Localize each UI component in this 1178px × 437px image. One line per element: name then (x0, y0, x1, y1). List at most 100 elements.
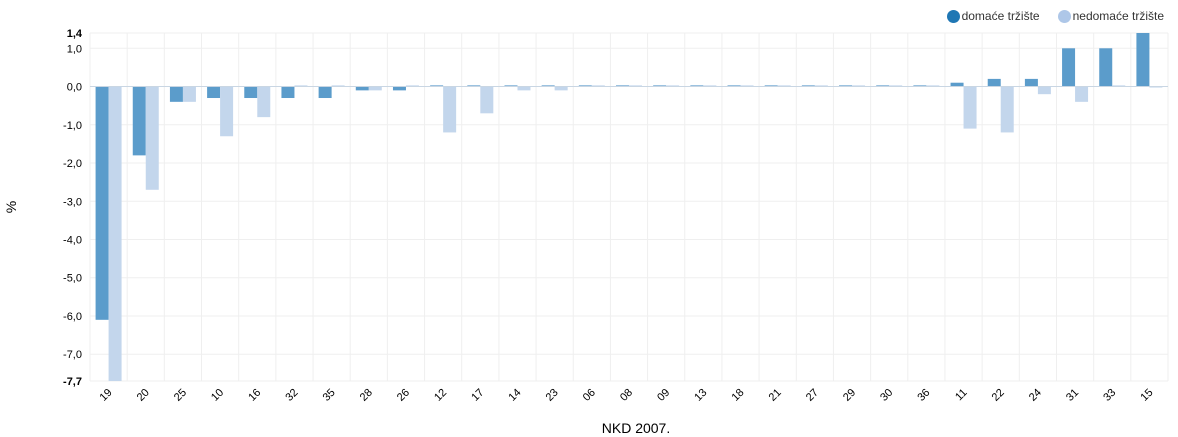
bar-domestic[interactable] (839, 85, 853, 87)
x-tick-label: 26 (395, 387, 412, 404)
bar-foreign[interactable] (666, 85, 680, 87)
bar-foreign[interactable] (182, 86, 196, 102)
x-tick-label: 23 (544, 387, 561, 404)
bar-foreign[interactable] (480, 86, 494, 114)
y-tick-label: -4,0 (63, 235, 82, 247)
bar-domestic[interactable] (727, 85, 741, 87)
bar-domestic[interactable] (392, 86, 406, 91)
bar-domestic[interactable] (132, 86, 146, 156)
bar-foreign[interactable] (220, 86, 234, 137)
bar-domestic[interactable] (913, 85, 927, 87)
bar-domestic[interactable] (95, 86, 109, 320)
legend-item-domestic[interactable]: domaće tržište (946, 9, 1040, 23)
y-tick-label: -6,0 (63, 311, 82, 323)
x-tick-label: 16 (246, 387, 263, 404)
y-tick-label: -1,0 (63, 120, 82, 132)
bar-domestic[interactable] (876, 85, 890, 87)
y-tick-label: -7,0 (63, 349, 82, 361)
bar-domestic[interactable] (244, 86, 258, 99)
y-tick-label: -2,0 (63, 158, 82, 170)
bar-domestic[interactable] (987, 78, 1001, 87)
x-tick-label: 36 (915, 387, 932, 404)
bar-domestic[interactable] (355, 86, 369, 91)
bar-foreign[interactable] (703, 85, 717, 87)
bar-foreign[interactable] (740, 85, 754, 87)
bar-domestic[interactable] (764, 85, 778, 87)
y-tick-label: 0,0 (67, 82, 82, 94)
bar-foreign[interactable] (777, 85, 791, 87)
bar-foreign[interactable] (963, 86, 977, 129)
bar-foreign[interactable] (517, 86, 531, 91)
bar-foreign[interactable] (294, 85, 308, 87)
bar-foreign[interactable] (852, 85, 866, 87)
bar-domestic[interactable] (504, 85, 518, 87)
bar-domestic[interactable] (1099, 48, 1113, 87)
x-tick-label: 29 (841, 387, 858, 404)
x-tick-label: 30 (878, 387, 895, 404)
y-axis-ticks: 1,4 1,0 0,0 -1,0 -2,0 -3,0 -4,0 -5,0 -6,0 -7,0 -7,… (63, 28, 83, 388)
x-tick-label: 19 (98, 387, 115, 404)
x-tick-label: 14 (506, 387, 523, 404)
bar-foreign[interactable] (1000, 86, 1014, 133)
x-tick-label: 22 (990, 387, 1007, 404)
bar-foreign[interactable] (145, 86, 159, 190)
bar-foreign[interactable] (443, 86, 457, 133)
bar-domestic[interactable] (801, 85, 815, 87)
bar-foreign[interactable] (814, 85, 828, 87)
x-tick-label: 18 (729, 387, 746, 404)
legend-item-foreign[interactable]: nedomaće tržište (1057, 9, 1164, 23)
x-tick-label: 06 (581, 387, 598, 404)
bar-domestic[interactable] (578, 85, 592, 87)
x-tick-label: 13 (692, 387, 709, 404)
x-tick-label: 33 (1101, 387, 1118, 404)
y-tick-label: -7,7 (63, 376, 82, 388)
bar-foreign[interactable] (889, 85, 903, 87)
bar-domestic[interactable] (318, 86, 332, 99)
x-tick-label: 11 (953, 387, 970, 404)
bar-domestic[interactable] (950, 82, 964, 87)
legend-swatch-domestic (946, 9, 960, 23)
y-tick-label: 1,0 (67, 43, 82, 55)
y-tick-label: -5,0 (63, 273, 82, 285)
grid-lines (89, 32, 1169, 382)
bar-foreign[interactable] (1037, 86, 1051, 95)
y-tick-label: 1,4 (67, 28, 83, 40)
x-tick-label: 20 (135, 387, 152, 404)
bar-foreign[interactable] (1112, 85, 1126, 87)
legend-label-foreign: nedomaće tržište (1072, 9, 1164, 23)
bar-domestic[interactable] (541, 85, 555, 87)
bar-domestic[interactable] (690, 85, 704, 87)
bar-domestic[interactable] (207, 86, 221, 99)
bar-domestic[interactable] (1136, 33, 1150, 87)
bar-foreign[interactable] (405, 85, 419, 87)
bar-domestic[interactable] (1024, 78, 1038, 87)
bar-foreign[interactable] (554, 86, 568, 91)
x-tick-label: 15 (1138, 387, 1155, 404)
bar-foreign[interactable] (591, 85, 605, 87)
x-tick-label: 09 (655, 387, 672, 404)
bar-domestic[interactable] (653, 85, 667, 87)
x-tick-label: 27 (804, 387, 821, 404)
bar-foreign[interactable] (629, 85, 642, 87)
bar-domestic[interactable] (169, 86, 183, 102)
x-tick-label: 12 (432, 387, 449, 404)
x-tick-label: 28 (358, 387, 375, 404)
bar-domestic[interactable] (616, 85, 629, 87)
legend-label-domestic: domaće tržište (961, 9, 1040, 23)
bar-domestic[interactable] (467, 85, 481, 87)
bar-domestic[interactable] (1062, 48, 1076, 87)
x-axis-title: NKD 2007. (602, 420, 670, 436)
x-tick-label: 31 (1064, 387, 1081, 404)
bar-foreign[interactable] (108, 86, 122, 382)
bar-domestic[interactable] (281, 86, 295, 99)
bar-foreign[interactable] (926, 85, 940, 87)
bar-foreign[interactable] (331, 85, 345, 87)
bar-foreign[interactable] (1075, 86, 1089, 102)
x-axis-ticks: 19 20 25 10 16 32 35 28 26 12 17 14 23 06 08 09 13 18 21 27… (98, 387, 1156, 404)
bar-domestic[interactable] (430, 85, 444, 87)
x-tick-label: 08 (618, 387, 635, 404)
bar-foreign[interactable] (257, 86, 271, 118)
x-tick-label: 21 (767, 387, 784, 404)
chart-legend: domaće tržište nedomaće tržište (946, 9, 1164, 23)
bar-foreign[interactable] (368, 86, 382, 91)
